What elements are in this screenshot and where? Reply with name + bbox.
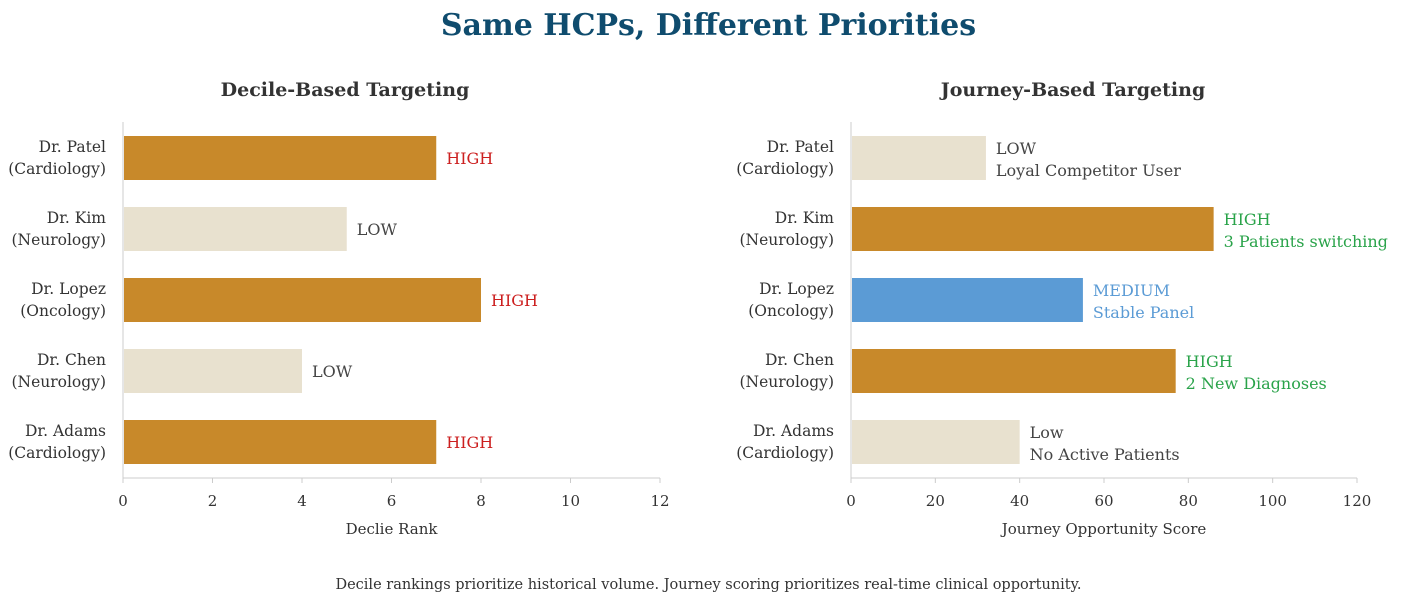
x-tick-label: 0 <box>846 492 856 510</box>
bar <box>124 207 347 251</box>
bar <box>852 349 1176 393</box>
category-label: Dr. Chen <box>765 351 834 369</box>
category-label: Dr. Adams <box>25 422 106 440</box>
x-tick-label: 40 <box>1010 492 1029 510</box>
x-tick-label: 100 <box>1258 492 1287 510</box>
footnote: Decile rankings prioritize historical vo… <box>335 577 1082 593</box>
category-label: (Cardiology) <box>8 444 106 462</box>
category-label: Dr. Adams <box>753 422 834 440</box>
data-label: 2 New Diagnoses <box>1186 374 1327 393</box>
category-label: (Cardiology) <box>8 160 106 178</box>
category-label: (Cardiology) <box>736 444 834 462</box>
panel-title: Decile-Based Targeting <box>221 79 470 101</box>
bar <box>852 278 1083 322</box>
bar <box>852 136 986 180</box>
x-tick-label: 0 <box>118 492 128 510</box>
category-label: Dr. Chen <box>37 351 106 369</box>
x-tick-label: 12 <box>650 492 669 510</box>
bar <box>124 136 437 180</box>
data-label: HIGH <box>491 291 538 310</box>
category-label: Dr. Kim <box>47 209 107 227</box>
x-tick-label: 80 <box>1179 492 1198 510</box>
x-tick-label: 8 <box>476 492 486 510</box>
category-label: Dr. Patel <box>39 138 106 156</box>
category-label: (Neurology) <box>11 373 106 391</box>
category-label: Dr. Lopez <box>759 280 834 298</box>
data-label: HIGH <box>446 433 493 452</box>
category-label: Dr. Patel <box>767 138 834 156</box>
x-tick-label: 20 <box>926 492 945 510</box>
data-label: LOW <box>312 362 353 381</box>
data-label: Low <box>1030 423 1064 442</box>
category-label: (Neurology) <box>11 231 106 249</box>
x-tick-label: 10 <box>561 492 580 510</box>
data-label: Stable Panel <box>1093 303 1194 322</box>
x-axis-label: Journey Opportunity Score <box>1000 520 1207 538</box>
data-label: No Active Patients <box>1030 445 1180 464</box>
category-label: (Oncology) <box>748 302 834 320</box>
category-label: Dr. Lopez <box>31 280 106 298</box>
data-label: HIGH <box>1224 210 1271 229</box>
category-label: (Neurology) <box>739 373 834 391</box>
data-label: LOW <box>357 220 398 239</box>
category-label: (Neurology) <box>739 231 834 249</box>
x-tick-label: 60 <box>1094 492 1113 510</box>
bar <box>124 278 481 322</box>
x-axis-label: Declie Rank <box>346 520 439 538</box>
bar <box>852 420 1020 464</box>
x-tick-label: 2 <box>208 492 218 510</box>
category-label: (Cardiology) <box>736 160 834 178</box>
bar <box>124 349 302 393</box>
data-label: HIGH <box>446 149 493 168</box>
x-tick-label: 6 <box>387 492 397 510</box>
bar <box>124 420 437 464</box>
x-tick-label: 4 <box>297 492 307 510</box>
panel-title: Journey-Based Targeting <box>939 79 1205 101</box>
data-label: MEDIUM <box>1093 281 1170 300</box>
data-label: LOW <box>996 139 1037 158</box>
category-label: (Oncology) <box>20 302 106 320</box>
data-label: Loyal Competitor User <box>996 161 1181 180</box>
x-tick-label: 120 <box>1343 492 1372 510</box>
bar <box>852 207 1214 251</box>
data-label: 3 Patients switching <box>1224 232 1388 251</box>
category-label: Dr. Kim <box>775 209 835 227</box>
page-title: Same HCPs, Different Priorities <box>440 8 977 43</box>
data-label: HIGH <box>1186 352 1233 371</box>
